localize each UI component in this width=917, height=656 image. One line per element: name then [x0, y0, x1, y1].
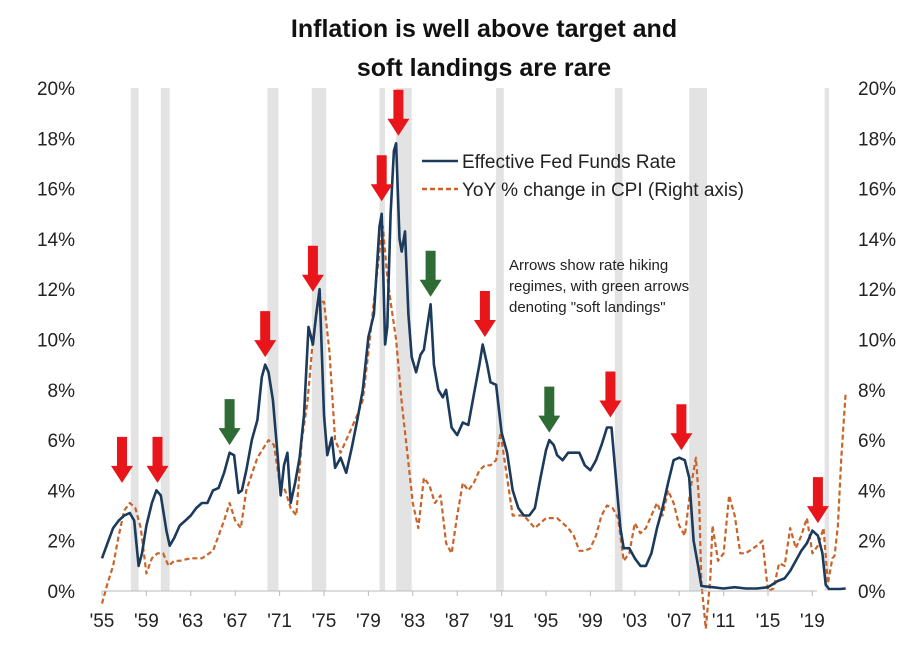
y-left-tick-label-0: 0% — [48, 582, 76, 603]
y-right-tick-label-10: 20% — [858, 79, 896, 100]
y-left-tick-label-9: 18% — [37, 129, 75, 150]
y-left-tick-label-2: 4% — [48, 481, 76, 502]
annotation-line-3: denoting "soft landings" — [509, 299, 666, 316]
cpi-series — [100, 225, 847, 630]
x-tick-label-9: '91 — [489, 611, 514, 632]
y-left-tick-label-1: 2% — [48, 532, 76, 553]
fed-funds-series — [100, 142, 846, 591]
legend-fed-funds-label: Effective Fed Funds Rate — [462, 152, 676, 173]
recession-band-7 — [614, 88, 623, 591]
y-right-tick-label-7: 14% — [858, 230, 896, 251]
recession-band-9 — [824, 88, 830, 591]
x-tick-label-4: '71 — [267, 611, 292, 632]
x-tick-label-0: '55 — [90, 611, 115, 632]
y-right-tick-label-6: 12% — [858, 280, 896, 301]
y-right-tick-label-1: 2% — [858, 532, 886, 553]
y-right-tick-label-2: 4% — [858, 481, 886, 502]
green-arrow-9 — [538, 386, 561, 433]
y-left-tick-label-3: 6% — [48, 431, 76, 452]
recession-band-0 — [130, 88, 139, 591]
axes: '55 '59 '63 '67 '71 '75 '79 '83 '87 '91 '95 '99 '03 '… — [37, 79, 896, 632]
chart-title-line-1: Inflation is well above target and — [291, 15, 677, 43]
x-tick-label-16: '19 — [800, 611, 825, 632]
red-arrow-3 — [254, 311, 277, 358]
y-left-tick-label-6: 12% — [37, 280, 75, 301]
recession-band-2 — [267, 88, 279, 591]
y-right-tick-label-0: 0% — [858, 582, 886, 603]
red-arrow-0 — [111, 436, 133, 483]
x-tick-label-15: '15 — [756, 611, 781, 632]
recession-band-1 — [160, 88, 170, 591]
red-arrow-12 — [806, 477, 829, 524]
recession-band-3 — [311, 88, 327, 591]
red-arrow-6 — [387, 89, 410, 136]
red-arrow-10 — [599, 371, 622, 418]
y-left-tick-label-7: 14% — [37, 230, 75, 251]
y-left-tick-label-8: 16% — [37, 180, 75, 201]
annotation-line-2: regimes, with green arrows — [509, 278, 689, 295]
legend: Effective Fed Funds Rate YoY % change in… — [422, 152, 744, 201]
x-tick-label-12: '03 — [622, 611, 647, 632]
red-arrow-8 — [473, 291, 496, 337]
red-arrow-1 — [146, 436, 169, 483]
y-left-tick-label-4: 8% — [48, 381, 76, 402]
y-left-tick-label-10: 20% — [37, 79, 75, 100]
legend-cpi-label: YoY % change in CPI (Right axis) — [462, 180, 744, 201]
x-tick-label-2: '63 — [178, 611, 203, 632]
annotation: Arrows show rate hiking regimes, with gr… — [509, 257, 689, 316]
x-tick-label-6: '79 — [356, 611, 381, 632]
red-arrow-5 — [370, 155, 393, 202]
annotation-line-1: Arrows show rate hiking — [509, 257, 668, 274]
x-tick-label-7: '83 — [400, 611, 425, 632]
y-right-tick-label-9: 18% — [858, 129, 896, 150]
red-arrow-4 — [301, 245, 324, 292]
y-right-tick-label-3: 6% — [858, 431, 886, 452]
recession-band-6 — [496, 88, 504, 591]
chart-title-line-2: soft landings are rare — [357, 54, 611, 82]
y-right-tick-label-8: 16% — [858, 180, 896, 201]
recession-band-4 — [379, 88, 386, 591]
fed-funds-line — [100, 142, 846, 591]
x-tick-label-5: '75 — [312, 611, 337, 632]
x-tick-label-11: '99 — [578, 611, 603, 632]
x-tick-label-14: '11 — [712, 611, 735, 632]
cpi-line — [100, 225, 847, 630]
x-tick-label-3: '67 — [223, 611, 248, 632]
y-left-tick-label-5: 10% — [37, 331, 75, 352]
green-arrow-2 — [218, 399, 241, 446]
y-right-tick-label-4: 8% — [858, 381, 886, 402]
hiking-arrows — [111, 89, 829, 524]
x-tick-label-8: '87 — [445, 611, 470, 632]
x-tick-label-13: '07 — [667, 611, 692, 632]
y-right-tick-label-5: 10% — [858, 331, 896, 352]
x-tick-label-10: '95 — [534, 611, 559, 632]
x-tick-label-1: '59 — [134, 611, 159, 632]
green-arrow-7 — [419, 250, 442, 297]
red-arrow-11 — [670, 404, 693, 451]
